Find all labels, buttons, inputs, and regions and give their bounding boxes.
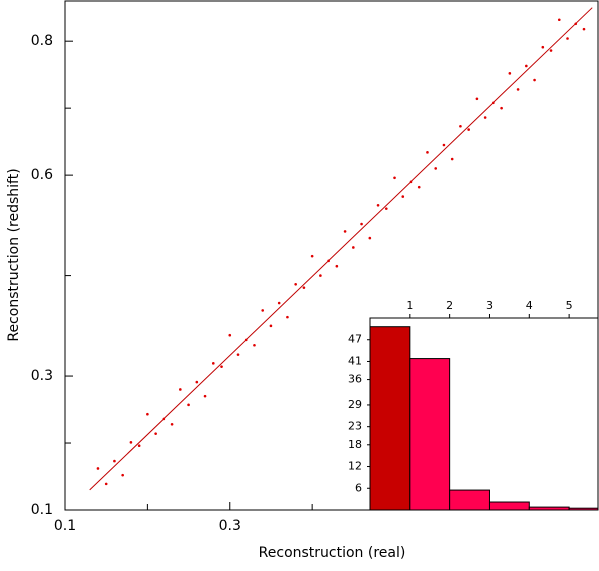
y-tick-label: 0.6: [31, 167, 53, 183]
inset-x-tick-label: 4: [526, 299, 533, 312]
point: [516, 88, 520, 91]
point: [525, 64, 528, 68]
y-axis-label: Reconstruction (redshift): [6, 168, 22, 341]
point: [146, 412, 149, 416]
point: [459, 124, 462, 128]
histogram-bar: [369, 326, 411, 511]
point: [533, 78, 536, 82]
point: [352, 246, 355, 249]
point: [319, 274, 322, 277]
histogram-bar: [449, 489, 490, 511]
point: [401, 195, 405, 198]
point: [368, 236, 372, 240]
point: [187, 403, 190, 407]
point: [154, 432, 157, 435]
point: [475, 97, 479, 101]
point: [96, 467, 100, 470]
point: [203, 394, 207, 398]
point: [582, 27, 586, 31]
point: [557, 18, 561, 22]
y-tick-label: 0.3: [31, 368, 53, 384]
histogram-bar: [568, 507, 599, 511]
point: [335, 264, 339, 268]
histogram-bar: [409, 358, 451, 511]
point: [376, 203, 380, 207]
inset-y-tick-label: 41: [348, 354, 362, 367]
point: [549, 49, 553, 52]
inset-y-tick-label: 29: [348, 398, 362, 411]
point: [302, 286, 306, 289]
x-tick-label: 0.3: [219, 518, 241, 534]
inset-y-tick-label: 36: [348, 373, 362, 386]
point: [310, 254, 314, 258]
inset-y-tick-label: 23: [348, 420, 362, 433]
point: [450, 157, 454, 161]
point: [277, 301, 281, 305]
point: [500, 106, 503, 110]
point: [360, 222, 363, 226]
x-axis-label: Reconstruction (real): [259, 545, 406, 561]
point: [417, 185, 421, 189]
point: [541, 45, 545, 49]
plot-frame: [64, 0, 599, 511]
point: [566, 37, 569, 40]
point: [137, 444, 141, 448]
point: [393, 176, 396, 180]
inset-x-tick-label: 5: [566, 299, 573, 312]
inset-x-tick-label: 3: [486, 299, 493, 312]
point: [220, 365, 223, 368]
point: [384, 207, 388, 210]
histogram-bar: [488, 501, 530, 511]
point: [211, 362, 215, 365]
point: [129, 441, 133, 444]
point: [228, 333, 232, 337]
point: [162, 417, 166, 421]
point: [269, 324, 273, 328]
point: [121, 473, 124, 477]
inset-y-tick-label: 12: [348, 460, 362, 473]
point: [113, 459, 116, 463]
point: [179, 388, 182, 391]
inset-y-tick-label: 18: [348, 438, 362, 451]
point: [253, 343, 256, 347]
point: [492, 101, 495, 105]
point: [434, 167, 438, 170]
y-tick-label: 0.1: [31, 502, 53, 518]
point: [195, 380, 199, 384]
inset-x-tick-label: 2: [446, 299, 453, 312]
point: [294, 282, 297, 286]
point: [327, 259, 330, 263]
point: [343, 230, 347, 233]
point: [244, 338, 248, 342]
fit-line: [89, 7, 593, 491]
inset-x-tick-label: 1: [406, 299, 413, 312]
point: [104, 482, 108, 486]
x-tick-label: 0.1: [54, 518, 76, 534]
point: [170, 422, 174, 426]
point: [409, 180, 413, 184]
inset-y-tick-label: 6: [355, 481, 362, 494]
point: [467, 128, 470, 131]
y-tick-label: 0.8: [31, 33, 53, 49]
inset-y-tick-label: 47: [348, 333, 362, 346]
point: [286, 315, 289, 319]
point: [442, 143, 446, 147]
point: [483, 116, 487, 119]
histogram-bar: [528, 506, 570, 511]
point: [574, 22, 578, 26]
point: [261, 309, 265, 312]
point: [426, 151, 429, 154]
point: [236, 353, 240, 356]
point: [508, 72, 512, 75]
